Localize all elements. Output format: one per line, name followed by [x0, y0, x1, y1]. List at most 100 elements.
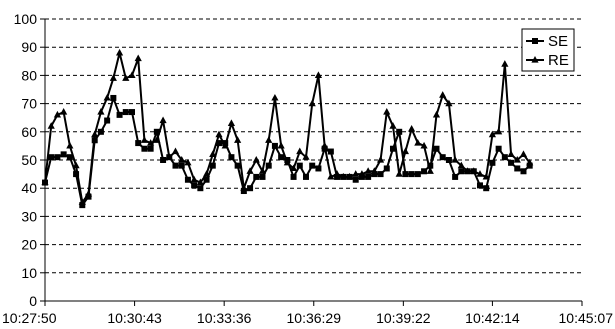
- re-point: [41, 178, 49, 186]
- re-point: [47, 122, 55, 129]
- re-point: [445, 99, 453, 107]
- re-point: [115, 48, 124, 56]
- se-point: [184, 176, 191, 183]
- se-point: [191, 182, 198, 189]
- se-point: [452, 173, 459, 180]
- re-point: [215, 130, 223, 138]
- se-point: [327, 148, 334, 155]
- re-point: [184, 158, 192, 166]
- re-point: [196, 178, 204, 186]
- re-point: [289, 164, 298, 172]
- axes: 0 10 20 30 40 50 60 70 80 90 100 10:27:50 10:30:43 10…: [2, 11, 613, 326]
- re-point: [476, 170, 484, 177]
- re-point: [147, 139, 155, 146]
- re-point: [227, 119, 236, 126]
- se-point: [85, 193, 92, 200]
- se-point: [153, 128, 160, 135]
- re-point: [488, 130, 497, 138]
- se-point: [396, 128, 403, 135]
- re-point: [60, 108, 68, 115]
- re-point: [302, 153, 310, 160]
- re-point: [414, 139, 422, 146]
- x-tick-label: 10:27:50: [2, 310, 57, 326]
- se-point: [66, 154, 73, 161]
- se-point: [352, 176, 359, 183]
- re-point: [401, 147, 410, 155]
- re-point: [271, 93, 279, 101]
- y-tick-label: 90: [21, 39, 37, 55]
- legend-label-re: RE: [548, 52, 569, 69]
- se-point: [215, 140, 222, 147]
- re-point: [482, 172, 490, 180]
- se-point: [439, 154, 446, 161]
- se-point: [526, 162, 533, 169]
- se-point: [128, 109, 135, 116]
- re-point: [339, 172, 347, 180]
- re-point: [296, 147, 304, 155]
- y-tick-label: 10: [21, 265, 37, 281]
- re-point: [209, 150, 217, 157]
- se-point: [172, 162, 179, 169]
- se-point: [178, 162, 185, 169]
- x-tick-label: 10:45:07: [559, 310, 614, 326]
- y-tick-label: 100: [14, 11, 38, 27]
- se-point: [122, 109, 129, 116]
- legend-marker-se: [532, 38, 538, 44]
- re-point: [432, 110, 441, 118]
- se-point: [97, 128, 104, 135]
- x-tick-label: 10:30:43: [107, 310, 162, 326]
- re-point: [258, 167, 267, 174]
- se-point: [259, 173, 266, 180]
- re-point: [140, 136, 149, 143]
- se-point: [271, 142, 278, 149]
- se-point: [358, 173, 365, 180]
- re-point: [501, 60, 509, 67]
- se-point: [253, 173, 260, 180]
- se-point: [147, 145, 154, 152]
- se-point: [135, 140, 142, 147]
- re-point: [78, 198, 86, 205]
- se-point: [278, 154, 285, 161]
- se-point: [209, 162, 216, 169]
- se-point: [60, 151, 67, 158]
- se-point: [458, 168, 465, 175]
- re-point: [470, 167, 478, 174]
- re-point: [495, 127, 503, 135]
- re-point: [122, 74, 130, 81]
- se-point: [389, 145, 396, 152]
- re-point: [234, 136, 242, 143]
- se-point: [508, 159, 515, 166]
- re-point: [265, 136, 273, 143]
- x-tick-label: 10:39:22: [376, 310, 431, 326]
- se-point: [377, 171, 384, 178]
- re-point: [221, 141, 229, 149]
- se-point: [445, 157, 452, 163]
- se-point: [501, 154, 508, 161]
- re-point: [358, 170, 366, 177]
- re-point: [408, 124, 416, 132]
- re-point: [439, 91, 447, 98]
- x-tick-label: 10:42:14: [465, 310, 520, 326]
- se-point: [247, 185, 254, 192]
- legend-label-se: SE: [548, 33, 568, 50]
- se-point: [334, 173, 341, 180]
- se-point: [520, 168, 527, 175]
- y-tick-label: 60: [21, 124, 37, 140]
- se-point: [73, 171, 80, 178]
- y-tick-label: 70: [21, 96, 37, 112]
- re-point: [507, 150, 515, 157]
- se-point: [371, 171, 378, 178]
- re-point: [134, 54, 142, 62]
- se-point: [234, 162, 241, 169]
- re-point: [364, 167, 372, 174]
- re-point: [72, 161, 80, 169]
- re-point: [84, 189, 93, 197]
- re-point: [66, 141, 74, 149]
- se-point: [315, 165, 322, 172]
- re-point: [97, 108, 105, 115]
- se-point: [483, 185, 490, 192]
- re-point: [519, 150, 528, 157]
- se-point: [104, 117, 111, 124]
- series-lines: [41, 48, 534, 209]
- se-point: [414, 171, 421, 178]
